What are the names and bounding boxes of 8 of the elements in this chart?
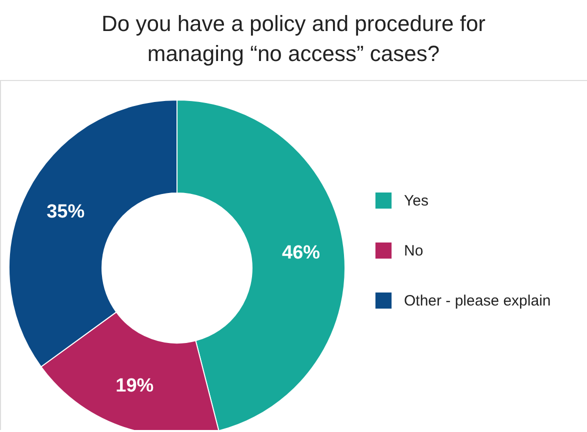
text: Do you have a policy and procedure for <box>101 11 486 36</box>
legend-label: Yes <box>404 192 428 210</box>
legend-label: Other - please explain <box>404 292 551 310</box>
text: managing “no access” cases? <box>147 41 440 66</box>
data-label: 35% <box>46 201 85 222</box>
data-label: 19% <box>116 376 154 397</box>
legend-label: No <box>404 242 424 260</box>
data-label: 46% <box>282 242 320 264</box>
